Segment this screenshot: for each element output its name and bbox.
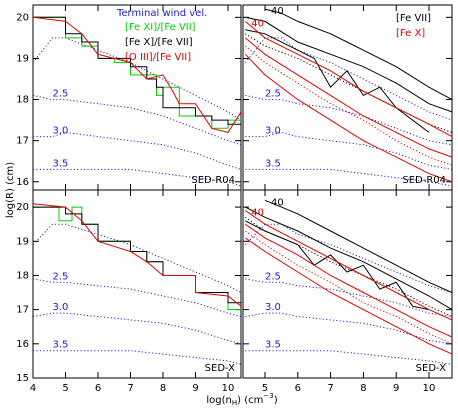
x-tick-label: 9 bbox=[192, 383, 198, 394]
series-line bbox=[245, 206, 452, 311]
series-line bbox=[245, 29, 430, 133]
line-label: 3.0 bbox=[265, 126, 281, 137]
x-tick-label: 8 bbox=[160, 383, 166, 394]
series-line bbox=[33, 16, 241, 133]
y-tick-label: 20 bbox=[16, 202, 29, 213]
line-label: 3.0 bbox=[53, 302, 69, 313]
x-axis-label-part: log(n bbox=[206, 395, 231, 406]
y-tick-label: 15 bbox=[16, 373, 29, 384]
line-label: 2.5 bbox=[53, 271, 69, 282]
y-tick-label: 16 bbox=[16, 177, 29, 188]
series-line bbox=[244, 45, 452, 166]
line-label: 40 bbox=[271, 197, 284, 208]
x-axis-label-part: ) bbox=[274, 395, 278, 406]
series-line bbox=[245, 237, 452, 355]
line-label: 3.5 bbox=[265, 158, 281, 169]
x-axis-label: log(nH) (cm−3) bbox=[206, 392, 277, 407]
legend-label: [Fe VII] bbox=[396, 13, 431, 24]
series-line bbox=[245, 223, 452, 338]
series-line bbox=[245, 312, 452, 345]
series-line bbox=[245, 33, 452, 133]
series-line bbox=[33, 278, 241, 317]
legend-title: Terminal wind vel. bbox=[116, 8, 207, 19]
series-line bbox=[245, 278, 452, 317]
y-axis-label: log(R) (cm) bbox=[5, 162, 16, 218]
series-line bbox=[33, 350, 241, 365]
y-tick-label: 16 bbox=[16, 339, 29, 350]
panel-label: SED-X bbox=[416, 363, 446, 374]
line-label: 3.0 bbox=[53, 126, 69, 137]
x-tick-label: 10 bbox=[222, 383, 235, 394]
series-line bbox=[33, 206, 241, 304]
x-axis-label-part: −3 bbox=[263, 392, 273, 400]
panel-label: SED-R04 bbox=[402, 175, 446, 186]
legend-label: [O III]/[Fe VII] bbox=[125, 52, 191, 63]
x-axis-label-part: ) (cm bbox=[237, 395, 263, 406]
y-tick-label: 18 bbox=[16, 95, 29, 106]
series-line bbox=[244, 53, 452, 183]
y-tick-label: 19 bbox=[16, 236, 29, 247]
series-line bbox=[244, 37, 452, 121]
series-line bbox=[245, 16, 452, 113]
x-tick-label: 6 bbox=[95, 383, 101, 394]
line-label: 40 bbox=[251, 208, 264, 219]
panel-label: SED-X bbox=[205, 363, 235, 374]
plot-frame bbox=[242, 189, 453, 379]
series-line bbox=[245, 230, 452, 345]
x-tick-label: 7 bbox=[327, 383, 333, 394]
series-line bbox=[245, 350, 452, 365]
y-tick-label: 19 bbox=[16, 53, 29, 64]
series-line bbox=[33, 168, 241, 187]
x-tick-label: 7 bbox=[127, 383, 133, 394]
line-label: 40 bbox=[251, 18, 264, 29]
series-line bbox=[264, 8, 452, 101]
legend-label: [Fe X] bbox=[396, 28, 425, 39]
x-tick-label: 6 bbox=[295, 383, 301, 394]
x-tick-label: 9 bbox=[393, 383, 399, 394]
series-line bbox=[245, 168, 452, 187]
x-tick-label: 10 bbox=[423, 383, 436, 394]
x-tick-label: 5 bbox=[62, 383, 68, 394]
series-line bbox=[33, 94, 241, 146]
line-label: 3.0 bbox=[265, 302, 281, 313]
series-line bbox=[33, 203, 241, 307]
line-label: 3.5 bbox=[265, 340, 281, 351]
x-tick-label: 8 bbox=[360, 383, 366, 394]
x-axis-label-part: H bbox=[232, 399, 237, 407]
y-tick-label: 20 bbox=[16, 12, 29, 23]
series-line bbox=[33, 16, 241, 129]
x-tick-label: 5 bbox=[262, 383, 268, 394]
series-line bbox=[245, 131, 452, 170]
line-label: 3.5 bbox=[53, 340, 69, 351]
panel-label: SED-R04 bbox=[191, 175, 235, 186]
y-tick-label: 18 bbox=[16, 270, 29, 281]
series-line bbox=[244, 21, 452, 138]
series-line bbox=[33, 312, 241, 345]
series-line bbox=[264, 199, 452, 293]
plot-frame bbox=[32, 189, 242, 379]
x-tick-label: 4 bbox=[30, 383, 36, 394]
line-label: 40 bbox=[271, 6, 284, 17]
line-label: 3.5 bbox=[53, 158, 69, 169]
legend-label: [Fe X]/[Fe VII] bbox=[125, 37, 193, 48]
y-tick-label: 17 bbox=[16, 136, 29, 147]
series-line bbox=[33, 16, 241, 125]
line-label: 2.5 bbox=[265, 89, 281, 100]
series-line bbox=[245, 210, 452, 321]
y-tick-label: 17 bbox=[16, 305, 29, 316]
line-label: 2.5 bbox=[53, 89, 69, 100]
series-line bbox=[244, 37, 452, 158]
series-line bbox=[33, 131, 241, 170]
legend-label: [Fe XI]/[Fe VII] bbox=[125, 22, 196, 33]
series-line bbox=[33, 37, 241, 121]
line-label: 2.5 bbox=[265, 271, 281, 282]
